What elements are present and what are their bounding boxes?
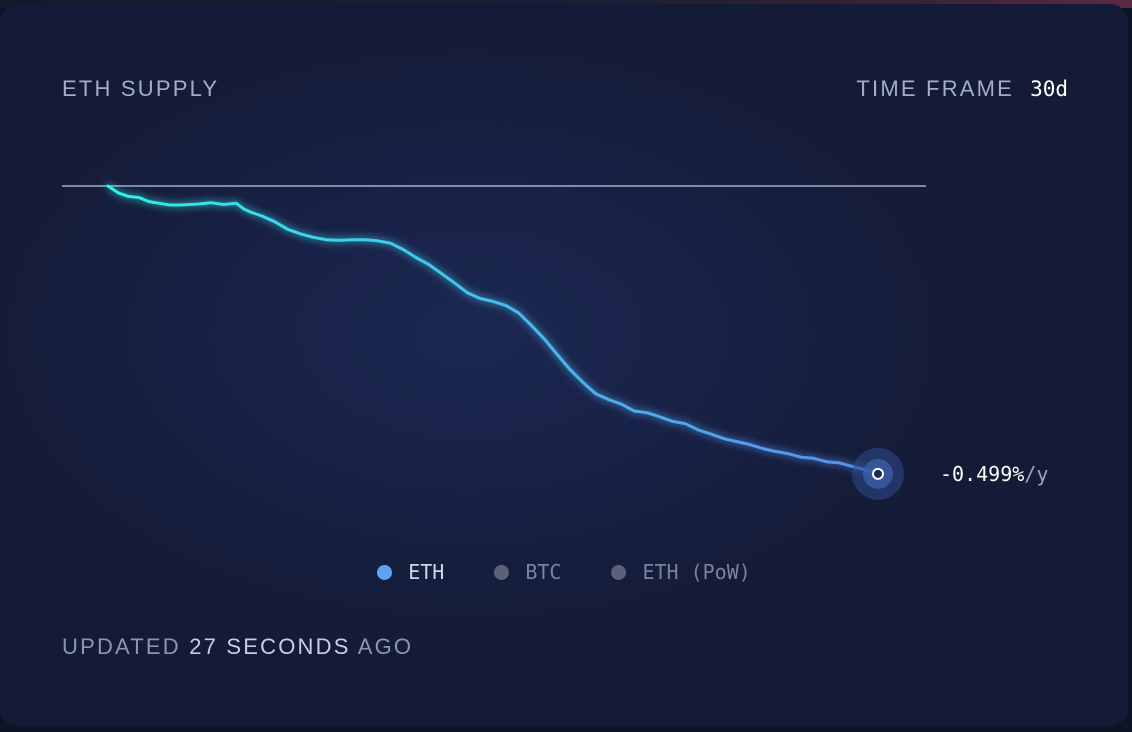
timeframe-label: TIME FRAME	[856, 76, 1015, 101]
chart-legend: ETH BTC ETH (PoW)	[0, 560, 1128, 584]
updated-suffix: AGO	[357, 634, 414, 659]
legend-label-eth-pow: ETH (PoW)	[642, 560, 751, 584]
eth-pow-dot-icon	[611, 564, 627, 580]
rate-value: -0.499%	[940, 462, 1024, 486]
eth-supply-card: ETH SUPPLY TIME FRAME 30d -0.499%/y	[0, 4, 1128, 726]
btc-dot-icon	[494, 564, 510, 580]
eth-dot-icon	[377, 564, 393, 580]
rate-label: -0.499%/y	[940, 462, 1048, 486]
timeframe-selector[interactable]: TIME FRAME 30d	[856, 76, 1068, 102]
endpoint-marker[interactable]	[872, 467, 884, 480]
legend-item-eth-pow[interactable]: ETH (PoW)	[611, 560, 751, 584]
legend-label-eth: ETH	[408, 560, 445, 584]
rate-unit: /y	[1024, 462, 1048, 486]
card-title: ETH SUPPLY	[62, 76, 220, 101]
last-updated-text: UPDATED 27 SECONDS AGO	[62, 634, 413, 660]
eth-supply-line	[106, 184, 880, 476]
updated-unit: SECONDS	[226, 634, 351, 659]
timeframe-value-button[interactable]: 30d	[1030, 77, 1068, 101]
legend-item-btc[interactable]: BTC	[494, 560, 561, 584]
legend-item-eth[interactable]: ETH	[377, 560, 444, 584]
supply-line-chart: -0.499%/y	[62, 184, 1048, 500]
updated-count: 27	[189, 634, 219, 659]
updated-prefix: UPDATED	[62, 634, 181, 659]
legend-label-btc: BTC	[525, 560, 562, 584]
